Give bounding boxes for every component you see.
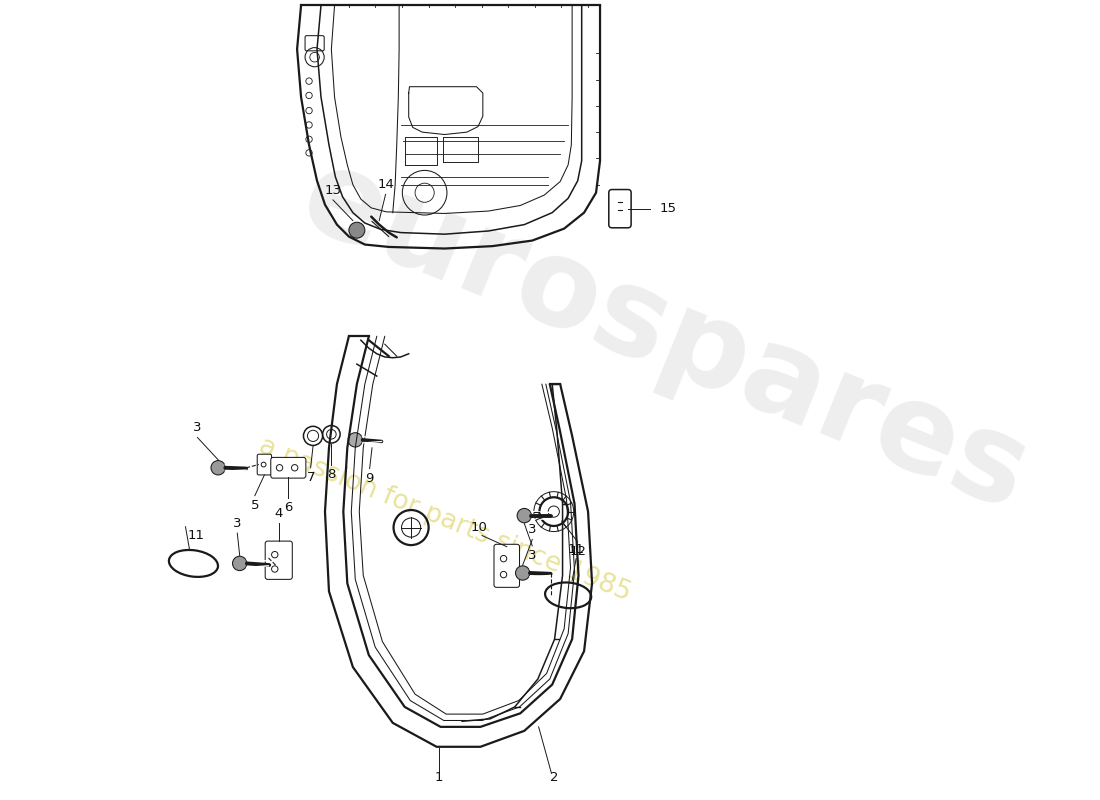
Text: a passion for parts since 1985: a passion for parts since 1985 xyxy=(255,433,635,606)
FancyBboxPatch shape xyxy=(608,190,631,228)
Text: 7: 7 xyxy=(307,471,315,484)
Text: 3: 3 xyxy=(528,549,537,562)
FancyBboxPatch shape xyxy=(271,458,306,478)
Text: 8: 8 xyxy=(327,468,336,481)
Polygon shape xyxy=(372,222,388,237)
Text: 4: 4 xyxy=(275,506,283,520)
Circle shape xyxy=(211,461,226,475)
Text: 13: 13 xyxy=(324,184,341,197)
Text: 5: 5 xyxy=(251,498,260,512)
Text: 6: 6 xyxy=(284,501,293,514)
Text: 1: 1 xyxy=(434,771,443,784)
Text: 2: 2 xyxy=(550,771,559,784)
Circle shape xyxy=(349,222,365,238)
Circle shape xyxy=(516,566,530,580)
Text: 3: 3 xyxy=(528,523,537,537)
FancyBboxPatch shape xyxy=(265,541,293,579)
Text: 3: 3 xyxy=(194,422,201,434)
Text: eurospares: eurospares xyxy=(285,138,1045,535)
Text: 12: 12 xyxy=(569,545,586,558)
Text: 3: 3 xyxy=(233,517,242,530)
Text: 9: 9 xyxy=(365,472,374,485)
Ellipse shape xyxy=(169,550,218,577)
Text: 10: 10 xyxy=(471,521,487,534)
Circle shape xyxy=(517,509,531,522)
Circle shape xyxy=(232,556,246,570)
Text: 14: 14 xyxy=(377,178,394,191)
Text: 11: 11 xyxy=(187,529,205,542)
Text: 11: 11 xyxy=(568,542,584,555)
FancyBboxPatch shape xyxy=(257,454,272,475)
Text: 15: 15 xyxy=(660,202,676,215)
Ellipse shape xyxy=(546,582,591,608)
FancyBboxPatch shape xyxy=(494,544,519,587)
Circle shape xyxy=(348,433,363,447)
